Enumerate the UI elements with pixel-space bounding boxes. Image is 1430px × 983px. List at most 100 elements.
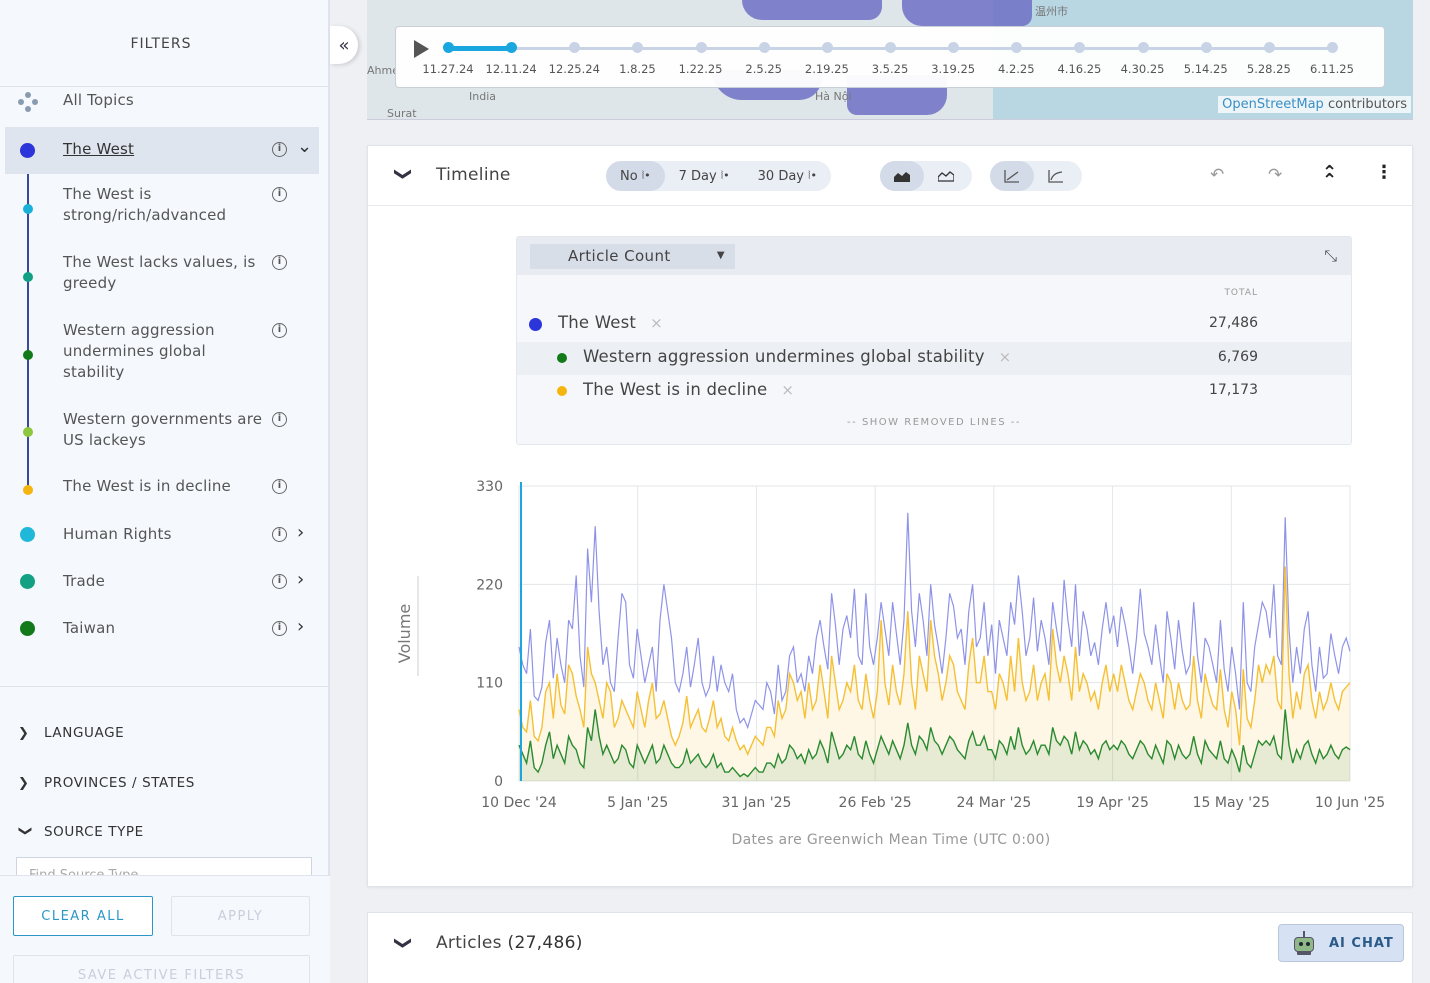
playback-tick[interactable] (948, 42, 960, 53)
shrink-icon[interactable]: ⤡ (1324, 246, 1337, 265)
section-label: PROVINCES / STATES (44, 775, 195, 791)
smoothing-30day-button[interactable]: 30 Day ⦚• (744, 161, 831, 191)
undo-icon[interactable]: ↶ (1210, 165, 1225, 185)
show-removed-lines-link[interactable]: -- SHOW REMOVED LINES -- (847, 417, 1021, 428)
topic-label: The West is in decline (63, 477, 231, 495)
x-tick-label: 31 Jan '25 (721, 795, 791, 811)
topic-item[interactable]: Western aggression undermines global sta… (0, 320, 322, 394)
legend-total-value: 17,173 (1209, 382, 1258, 398)
series-line-2 (518, 709, 1351, 778)
playback-tick[interactable] (443, 42, 454, 53)
topic-color-dot (20, 621, 35, 636)
map-place-label: 温州市 (1035, 5, 1068, 18)
smoothing-7day-button[interactable]: 7 Day ⦚• (665, 161, 744, 191)
topic-item[interactable]: The West is in decline i (0, 476, 322, 512)
info-icon[interactable]: i (272, 479, 287, 494)
x-tick-label: 10 Dec '24 (481, 795, 557, 811)
legend-color-dot (529, 318, 542, 331)
topic-item[interactable]: Trade i › (0, 569, 322, 606)
playback-tick[interactable] (1200, 42, 1212, 53)
playback-tick[interactable] (821, 42, 833, 53)
metric-value: Article Count (568, 247, 671, 265)
legend-row[interactable]: Western aggression undermines global sta… (517, 342, 1351, 375)
legend-panel: Article Count ▼ ⤡ TOTAL The West × 27,486 W… (516, 236, 1352, 445)
filters-title: FILTERS (130, 36, 192, 52)
map-region-highlight[interactable] (902, 0, 1032, 26)
info-icon[interactable]: i (272, 574, 287, 589)
playback-tick[interactable] (1074, 42, 1086, 53)
chevron-down-icon[interactable]: ⌄ (297, 136, 313, 157)
playback-date-label: 2.19.25 (804, 62, 849, 76)
section-language[interactable]: ❯ LANGUAGE (18, 725, 124, 741)
playback-date-label: 5.28.25 (1246, 62, 1291, 76)
chevron-right-icon[interactable]: › (297, 522, 305, 543)
more-options-icon[interactable]: ⋮ (1375, 162, 1393, 183)
playback-tick[interactable] (1137, 42, 1149, 53)
topic-item[interactable]: Taiwan i › (0, 616, 322, 653)
legend-total-value: 6,769 (1217, 349, 1258, 365)
play-icon[interactable] (414, 40, 429, 58)
apply-button[interactable]: APPLY (171, 896, 310, 936)
remove-series-icon[interactable]: × (781, 381, 795, 399)
playback-date-label: 12.11.24 (485, 62, 537, 76)
playback-tick[interactable] (569, 42, 581, 53)
collapse-sidebar-button[interactable]: « (330, 26, 358, 64)
topic-label: Western aggression undermines global sta… (63, 321, 215, 381)
info-icon[interactable]: i (272, 527, 287, 542)
info-icon[interactable]: i (272, 323, 287, 338)
tree-line (27, 155, 29, 489)
legend-row[interactable]: The West × 27,486 (517, 308, 1351, 341)
playback-tick[interactable] (506, 42, 518, 53)
section-provinces[interactable]: ❯ PROVINCES / STATES (18, 775, 195, 791)
topic-item[interactable]: The West is strong/rich/advanced i (0, 184, 322, 242)
linear-scale-icon[interactable] (990, 161, 1034, 191)
map-place-label: Hà Nội (815, 90, 852, 103)
playback-tick[interactable] (885, 42, 896, 53)
ai-chat-button[interactable]: AI CHAT (1278, 924, 1404, 962)
timeline-chart[interactable]: 0 110 220 330 10 Dec '24 5 Jan '25 31 Jan '25 2… (368, 466, 1414, 826)
playback-tick[interactable] (695, 42, 707, 53)
osm-link[interactable]: OpenStreetMap (1222, 97, 1324, 112)
playback-tick[interactable] (632, 42, 644, 53)
section-source-type[interactable]: ❯ SOURCE TYPE (18, 824, 144, 840)
collapse-up-icon[interactable]: ⌃ (1322, 162, 1338, 183)
info-icon[interactable]: i (272, 142, 287, 157)
remove-series-icon[interactable]: × (998, 348, 1012, 366)
articles-title: Articles (27,486) (436, 933, 583, 953)
smoothing-none-button[interactable]: No ⦚• (606, 161, 665, 191)
clear-all-button[interactable]: CLEAR ALL (13, 896, 153, 936)
metric-dropdown[interactable]: Article Count ▼ (530, 244, 735, 269)
playback-tick[interactable] (1263, 42, 1275, 53)
chevron-right-icon[interactable]: › (297, 616, 305, 637)
playback-tick[interactable] (1327, 42, 1338, 53)
save-active-filters-button[interactable]: SAVE ACTIVE FILTERS (13, 955, 310, 983)
legend-name-text: The West (558, 313, 637, 332)
topic-item[interactable]: Western governments are US lackeys i (0, 409, 322, 459)
info-icon[interactable]: i (272, 187, 287, 202)
legend-row[interactable]: The West is in decline × 17,173 (517, 375, 1351, 408)
topic-item[interactable]: The West i ⌄ (5, 127, 319, 174)
info-icon[interactable]: i (272, 412, 287, 427)
playback-tick[interactable] (758, 42, 770, 53)
area-outline-icon[interactable] (924, 161, 968, 191)
chevron-right-icon[interactable]: › (297, 569, 305, 590)
remove-series-icon[interactable]: × (650, 314, 663, 332)
area-filled-icon[interactable] (880, 161, 924, 191)
redo-icon[interactable]: ↷ (1268, 165, 1283, 185)
info-icon[interactable]: i (272, 621, 287, 636)
collapse-chevron-icon[interactable]: ❯ (393, 935, 414, 951)
topic-item[interactable]: Human Rights i › (0, 522, 322, 559)
log-scale-icon[interactable] (1034, 161, 1078, 191)
legend-name-text: The West is in decline (583, 380, 768, 399)
info-icon[interactable]: i (272, 255, 287, 270)
map-place-label: Surat (387, 107, 417, 120)
x-tick-label: 24 Mar '25 (956, 795, 1031, 811)
topic-color-dot (23, 350, 33, 360)
playback-tick[interactable] (1011, 42, 1023, 53)
robot-icon (1291, 931, 1317, 955)
collapse-chevron-icon[interactable]: ❯ (393, 166, 414, 182)
map-region-highlight[interactable] (742, 0, 882, 20)
smoothing-icon: ⦚• (808, 169, 817, 182)
topic-item[interactable]: The West lacks values, is greedy i (0, 252, 322, 310)
